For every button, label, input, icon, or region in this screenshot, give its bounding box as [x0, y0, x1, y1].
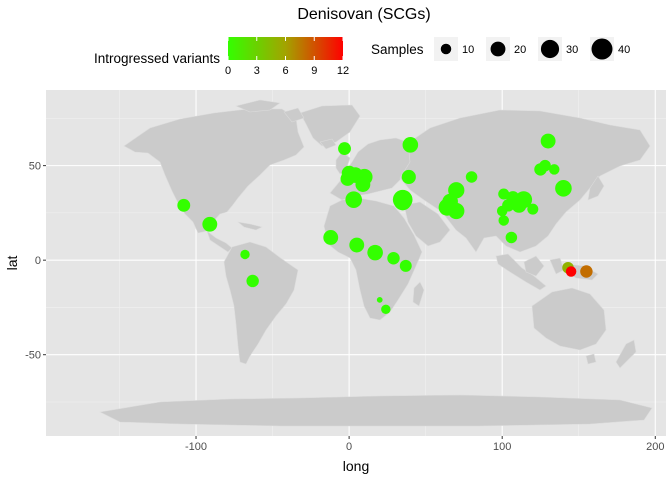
data-point: [393, 192, 412, 211]
data-points: [177, 133, 593, 315]
data-point: [323, 230, 339, 245]
x-tick-label: 200: [646, 441, 664, 453]
data-point: [539, 159, 551, 172]
data-point: [465, 171, 478, 183]
color-legend-title: Introgressed variants: [94, 51, 220, 66]
y-axis-title: lat: [4, 256, 20, 271]
size-legend: Samples 10 20 30 40: [371, 37, 630, 61]
data-point: [355, 177, 371, 192]
data-point: [367, 244, 383, 261]
size-key-label: 20: [514, 44, 526, 56]
x-tick-label: 0: [346, 441, 352, 453]
color-tick-label: 0: [225, 65, 231, 77]
size-key-dot: [591, 38, 613, 60]
y-axis: -50 0 50: [25, 161, 46, 362]
data-point: [505, 231, 518, 244]
data-point: [527, 203, 539, 215]
data-point: [202, 216, 218, 232]
data-point: [381, 304, 391, 315]
data-point: [177, 198, 191, 212]
x-axis-title: long: [343, 458, 369, 474]
data-point: [387, 252, 400, 265]
data-point: [345, 191, 363, 208]
size-key-dot: [490, 41, 506, 57]
color-tick-label: 12: [337, 65, 349, 77]
size-key-dot: [440, 43, 452, 55]
data-point: [399, 259, 412, 272]
size-key-label: 30: [566, 44, 578, 56]
x-tick-label: 100: [493, 441, 511, 453]
data-point: [246, 274, 259, 288]
color-legend: Introgressed variants 0 3 6 9 12: [94, 37, 349, 77]
data-point: [402, 137, 419, 153]
data-point: [548, 164, 560, 175]
y-tick-label: -50: [25, 350, 41, 362]
data-point: [349, 237, 365, 253]
size-key-label: 10: [462, 44, 474, 56]
data-point: [376, 296, 383, 303]
size-key-label: 40: [618, 44, 630, 56]
data-point: [565, 266, 577, 277]
data-point: [338, 142, 351, 156]
chart-title: Denisovan (SCGs): [297, 6, 430, 23]
color-legend-bar: [228, 37, 343, 60]
size-key-dot: [540, 39, 560, 59]
y-tick-label: 50: [29, 161, 41, 173]
color-tick-label: 6: [282, 65, 288, 77]
data-point: [540, 133, 556, 149]
data-point: [498, 215, 509, 226]
data-point: [580, 265, 593, 278]
x-tick-label: -100: [185, 441, 207, 453]
data-point: [555, 180, 572, 197]
data-point: [240, 249, 250, 260]
y-tick-label: 0: [35, 255, 41, 267]
color-tick-label: 9: [311, 65, 317, 77]
data-point: [515, 191, 533, 209]
color-tick-label: 3: [254, 65, 260, 77]
data-point: [448, 202, 465, 220]
x-axis: -100 0 100 200: [185, 436, 664, 453]
data-point: [401, 169, 416, 185]
size-legend-title: Samples: [371, 42, 424, 57]
